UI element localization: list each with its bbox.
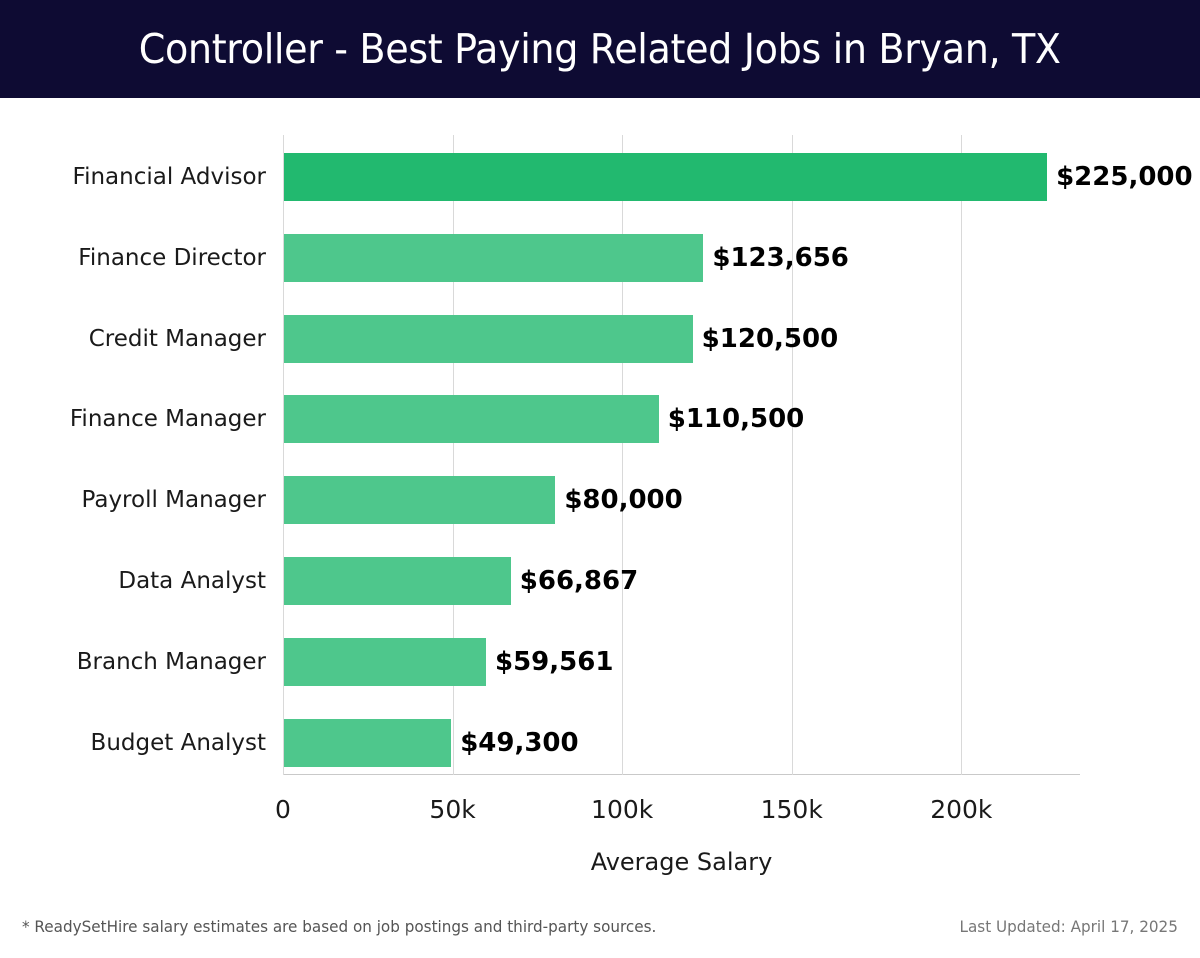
header-bar: Controller - Best Paying Related Jobs in… <box>0 0 1200 98</box>
bar-row[interactable]: $123,656 <box>284 233 1080 282</box>
bar-row[interactable]: $80,000 <box>284 476 1080 525</box>
chart-area: $225,000 $123,656 $120,500 $110,500 $80,000 $… <box>0 98 1200 898</box>
x-axis-title: Average Salary <box>590 848 773 876</box>
bar-value-label: $59,561 <box>495 646 614 677</box>
bar[interactable] <box>284 557 511 605</box>
bar-value-label: $120,500 <box>701 323 839 354</box>
y-axis-category-label: Credit Manager <box>88 325 266 352</box>
bar[interactable] <box>284 395 659 444</box>
bar[interactable] <box>284 637 486 686</box>
y-axis-category-label: Data Analyst <box>118 568 266 594</box>
plot-area: $225,000 $123,656 $120,500 $110,500 $80,000 $… <box>283 135 1193 775</box>
footer-last-updated: Last Updated: April 17, 2025 <box>959 917 1178 936</box>
y-axis-category-label: Finance Director <box>78 244 266 271</box>
bar-value-label: $80,000 <box>564 485 683 516</box>
footer-disclaimer: * ReadySetHire salary estimates are base… <box>22 917 657 936</box>
y-axis-category-label: Budget Analyst <box>90 729 266 756</box>
y-axis-category-label: Payroll Manager <box>81 487 266 514</box>
x-axis-tick-label: 100k <box>591 795 654 824</box>
y-axis-category-label: Finance Manager <box>69 406 266 433</box>
y-axis-category-label: Branch Manager <box>76 648 266 675</box>
gridline <box>791 135 793 775</box>
x-axis-tick-label: 50k <box>429 795 476 824</box>
bar-value-label: $123,656 <box>712 242 849 273</box>
bar-value-label: $66,867 <box>519 566 639 596</box>
x-axis-tick-label: 200k <box>930 795 993 824</box>
bar-value-label: $110,500 <box>667 404 805 435</box>
bar[interactable] <box>284 233 704 282</box>
x-axis-tick-label: 0 <box>275 795 291 824</box>
gridline <box>452 135 454 775</box>
x-axis-line <box>283 774 1080 775</box>
gridline <box>283 135 284 775</box>
page-title: Controller - Best Paying Related Jobs in… <box>139 25 1061 73</box>
bar-row[interactable]: $225,000 <box>284 153 1193 201</box>
bar[interactable] <box>284 718 452 767</box>
bar-row[interactable]: $49,300 <box>284 718 1080 767</box>
bar-row[interactable]: $66,867 <box>284 557 1080 605</box>
bar-row[interactable]: $110,500 <box>284 395 1080 444</box>
bar-value-label: $49,300 <box>460 727 579 758</box>
gridline <box>622 135 624 775</box>
bar[interactable] <box>284 314 693 363</box>
footer: * ReadySetHire salary estimates are base… <box>0 905 1200 958</box>
bar-value-label: $225,000 <box>1056 162 1193 192</box>
bar-series: $225,000 $123,656 $120,500 $110,500 $80,000 $… <box>284 135 1193 774</box>
bar-row[interactable]: $120,500 <box>284 314 1080 363</box>
bar[interactable] <box>284 153 1048 201</box>
bar[interactable] <box>284 476 556 525</box>
x-axis-tick-label: 150k <box>760 795 823 824</box>
gridline <box>961 135 963 775</box>
bar-row[interactable]: $59,561 <box>284 637 1080 686</box>
y-axis-category-label: Financial Advisor <box>72 164 266 190</box>
